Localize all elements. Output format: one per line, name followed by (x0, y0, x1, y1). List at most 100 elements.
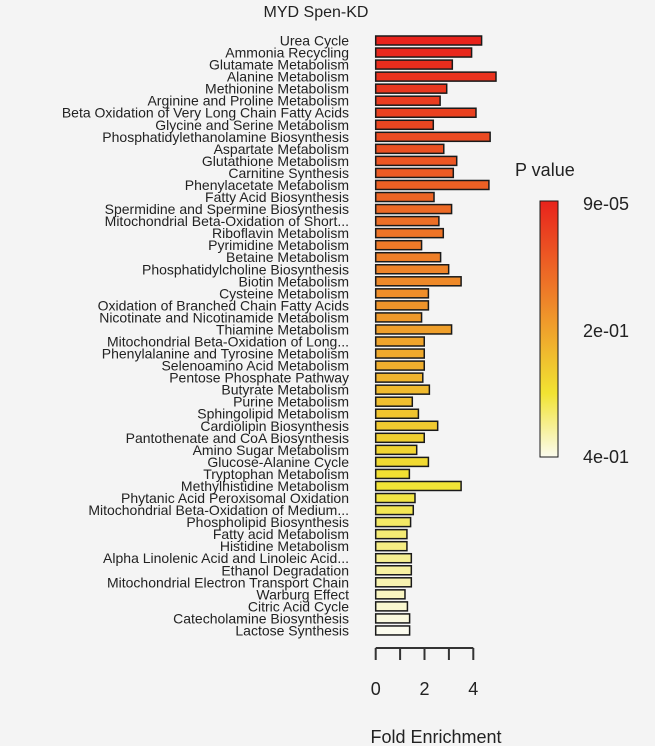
bar (374, 396, 414, 407)
category-label: Riboflavin Metabolism (212, 225, 349, 241)
bar (374, 288, 430, 299)
category-label: Biotin Metabolism (239, 273, 350, 289)
category-label: Catecholamine Biosynthesis (173, 610, 349, 626)
category-label: Urea Cycle (280, 33, 349, 49)
bar (374, 155, 458, 167)
bar (374, 516, 412, 528)
category-label: Mitochondrial Beta-Oxidation of Long... (107, 334, 349, 350)
legend-colorbar (539, 200, 559, 458)
category-label: Pentose Phosphate Pathway (169, 370, 349, 386)
category-label: Sphingolipid Metabolism (197, 406, 349, 422)
bar (374, 119, 435, 131)
category-label: Methionine Metabolism (205, 81, 349, 97)
bar (374, 59, 454, 70)
x-tick-label: 2 (419, 679, 429, 699)
category-label: Glucose-Alanine Cycle (207, 454, 349, 470)
category-label: Mitochondrial Electron Transport Chain (107, 574, 349, 590)
category-label: Tryptophan Metabolism (203, 466, 349, 482)
category-label: Ethanol Degradation (221, 562, 349, 578)
bar (374, 35, 483, 46)
bar (374, 552, 413, 564)
bar (374, 312, 423, 323)
category-label: Phospholipid Biosynthesis (186, 514, 349, 530)
chart-title: MYD Spen-KD (264, 4, 369, 21)
bar (374, 107, 477, 118)
bar (374, 468, 411, 480)
x-tick-label: 0 (371, 679, 381, 699)
bar (374, 625, 411, 636)
category-label: Citric Acid Cycle (248, 598, 349, 614)
legend-tick-label: 9e-05 (583, 194, 629, 214)
bar (374, 83, 448, 94)
bar (374, 613, 411, 624)
bar (374, 420, 439, 432)
x-axis-title: Fold Enrichment (370, 727, 501, 746)
x-tick-label: 4 (468, 679, 478, 699)
legend-tick-label: 4e-01 (583, 447, 629, 467)
category-label: Cysteine Metabolism (219, 285, 349, 301)
bar (374, 203, 453, 215)
category-label: Fatty acid Metabolism (213, 526, 349, 542)
category-label: Aspartate Metabolism (214, 141, 349, 157)
bar (374, 215, 440, 227)
category-label: Glutamate Metabolism (209, 57, 349, 73)
bar (374, 432, 426, 444)
category-label: Mitochondrial Beta-Oxidation of Medium..… (88, 502, 349, 518)
legend: P value 9e-05 2e-01 4e-01 (515, 160, 629, 467)
bar (374, 143, 445, 155)
category-label: Amino Sugar Metabolism (193, 442, 349, 458)
bar (374, 348, 426, 359)
category-label: Fatty Acid Biosynthesis (205, 189, 349, 205)
bar (374, 276, 462, 287)
category-label: Nicotinate and Nicotinamide Metabolism (99, 309, 349, 325)
category-label: Spermidine and Spermine Biosynthesis (105, 201, 349, 217)
category-label: Glycine and Serine Metabolism (155, 117, 349, 133)
category-label: Arginine and Proline Metabolism (147, 93, 349, 109)
legend-tick-label: 2e-01 (583, 321, 629, 341)
legend-title: P value (515, 160, 575, 180)
bar (374, 264, 450, 275)
bar (374, 300, 430, 311)
category-label: Beta Oxidation of Very Long Chain Fatty … (62, 105, 349, 121)
category-label: Alpha Linolenic Acid and Linoleic Acid..… (103, 550, 349, 566)
category-label: Purine Metabolism (233, 394, 349, 410)
bar (374, 179, 490, 191)
bar (374, 528, 408, 540)
category-label: Alanine Metabolism (227, 69, 349, 85)
bar (374, 239, 423, 251)
bar (374, 251, 442, 263)
bar (374, 408, 420, 419)
category-label: Phenylacetate Metabolism (185, 177, 349, 193)
category-label: Histidine Metabolism (220, 538, 349, 554)
category-label: Phosphatidylcholine Biosynthesis (142, 261, 349, 277)
bar (374, 360, 426, 371)
bar (374, 577, 413, 588)
bar (374, 565, 413, 576)
bar (374, 504, 415, 516)
category-label: Methylhistidine Metabolism (181, 478, 349, 494)
bar (374, 480, 462, 492)
bar (374, 372, 424, 383)
bar (374, 131, 491, 143)
bar (374, 191, 435, 203)
category-label: Betaine Metabolism (226, 249, 349, 265)
bar (374, 384, 431, 395)
category-label: Oxidation of Branched Chain Fatty Acids (98, 297, 349, 313)
bar (374, 444, 418, 456)
bars (374, 35, 497, 636)
bar (374, 47, 473, 58)
x-axis: 0 2 4 (371, 647, 478, 699)
category-label: Mitochondrial Beta-Oxidation of Short... (105, 213, 349, 229)
category-label: Ammonia Recycling (225, 45, 349, 61)
bar (374, 167, 455, 179)
bar (374, 336, 426, 347)
category-label: Phenylalanine and Tyrosine Metabolism (102, 346, 349, 362)
category-label: Pyrimidine Metabolism (208, 237, 349, 253)
bar (374, 227, 445, 239)
bar (374, 71, 497, 82)
category-label: Lactose Synthesis (235, 622, 349, 638)
category-label: Butyrate Metabolism (221, 382, 349, 398)
bar (374, 492, 416, 504)
